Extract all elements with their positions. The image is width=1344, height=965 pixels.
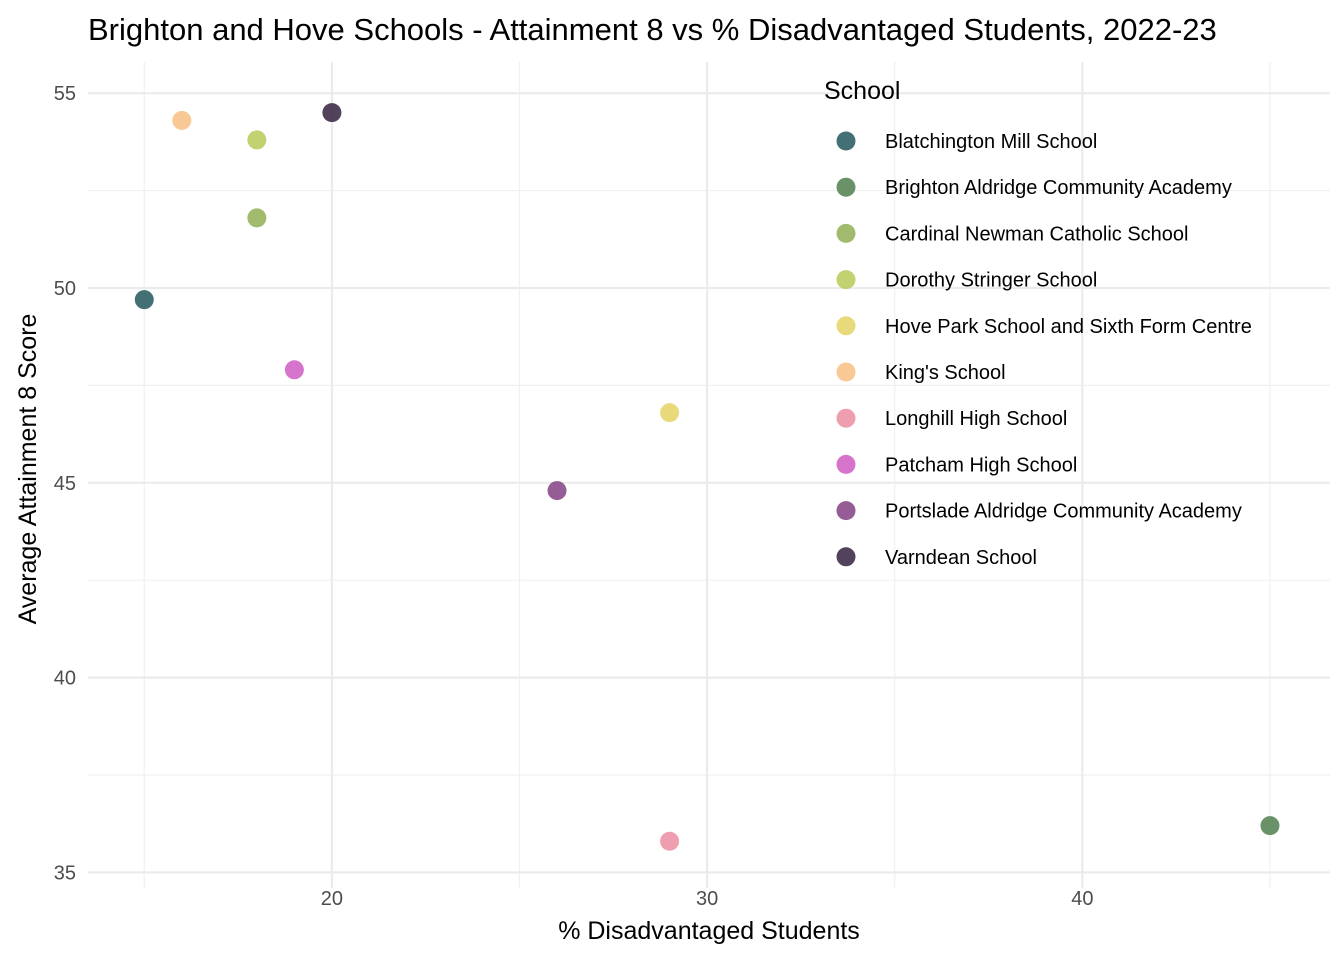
legend-item: Hove Park School and Sixth Form Centre — [836, 316, 1252, 338]
data-point — [660, 831, 680, 851]
data-point — [247, 208, 267, 228]
legend-label: King's School — [885, 362, 1006, 384]
legend-item: King's School — [836, 362, 1006, 384]
legend-item: Brighton Aldridge Community Academy — [836, 177, 1232, 199]
legend-label: Dorothy Stringer School — [885, 270, 1097, 292]
legend-key — [836, 547, 856, 567]
legend-item: Cardinal Newman Catholic School — [836, 223, 1188, 245]
data-point — [547, 481, 567, 501]
data-point — [660, 403, 680, 423]
data-point — [134, 290, 154, 310]
legend-item: Patcham High School — [836, 454, 1077, 476]
grid-layer — [88, 62, 1330, 888]
legend: School Blatchington Mill School Brighton … — [824, 77, 1252, 569]
y-tick-label: 55 — [54, 83, 76, 105]
legend-item: Varndean School — [836, 547, 1037, 569]
legend-title: School — [824, 77, 900, 105]
y-axis-label: Average Attainment 8 Score — [14, 314, 42, 625]
data-point — [1260, 816, 1280, 836]
y-tick-label: 35 — [54, 862, 76, 884]
data-point — [322, 103, 342, 123]
legend-key — [836, 223, 856, 243]
legend-label: Varndean School — [885, 547, 1037, 569]
y-tick-label: 40 — [54, 668, 76, 690]
legend-item: Dorothy Stringer School — [836, 270, 1097, 292]
data-point — [172, 110, 192, 130]
x-tick-label: 30 — [696, 888, 718, 910]
points-layer — [134, 103, 1280, 851]
legend-label: Hove Park School and Sixth Form Centre — [885, 316, 1252, 338]
legend-label: Blatchington Mill School — [885, 131, 1097, 153]
x-tick-label: 40 — [1071, 888, 1093, 910]
legend-key — [836, 408, 856, 428]
legend-item: Blatchington Mill School — [836, 131, 1097, 153]
legend-key — [836, 270, 856, 290]
legend-label: Portslade Aldridge Community Academy — [885, 501, 1242, 523]
y-tick-label: 50 — [54, 278, 76, 300]
legend-key — [836, 454, 856, 474]
legend-item: Portslade Aldridge Community Academy — [836, 501, 1242, 523]
legend-key — [836, 501, 856, 521]
data-point — [247, 130, 267, 150]
x-axis-ticks: 20 30 40 — [321, 888, 1094, 910]
legend-label: Brighton Aldridge Community Academy — [885, 177, 1232, 199]
legend-label: Longhill High School — [885, 408, 1067, 430]
legend-key — [836, 131, 856, 151]
legend-label: Cardinal Newman Catholic School — [885, 223, 1188, 245]
y-axis-ticks: 35 40 45 50 55 — [54, 83, 76, 884]
legend-items: Blatchington Mill School Brighton Aldridg… — [836, 131, 1252, 569]
x-tick-label: 20 — [321, 888, 343, 910]
x-axis-label: % Disadvantaged Students — [558, 917, 860, 945]
legend-item: Longhill High School — [836, 408, 1067, 430]
legend-label: Patcham High School — [885, 454, 1077, 476]
chart-title: Brighton and Hove Schools - Attainment 8… — [88, 12, 1217, 47]
y-tick-label: 45 — [54, 473, 76, 495]
legend-key — [836, 177, 856, 197]
data-point — [284, 360, 304, 380]
legend-key — [836, 316, 856, 336]
legend-key — [836, 362, 856, 382]
